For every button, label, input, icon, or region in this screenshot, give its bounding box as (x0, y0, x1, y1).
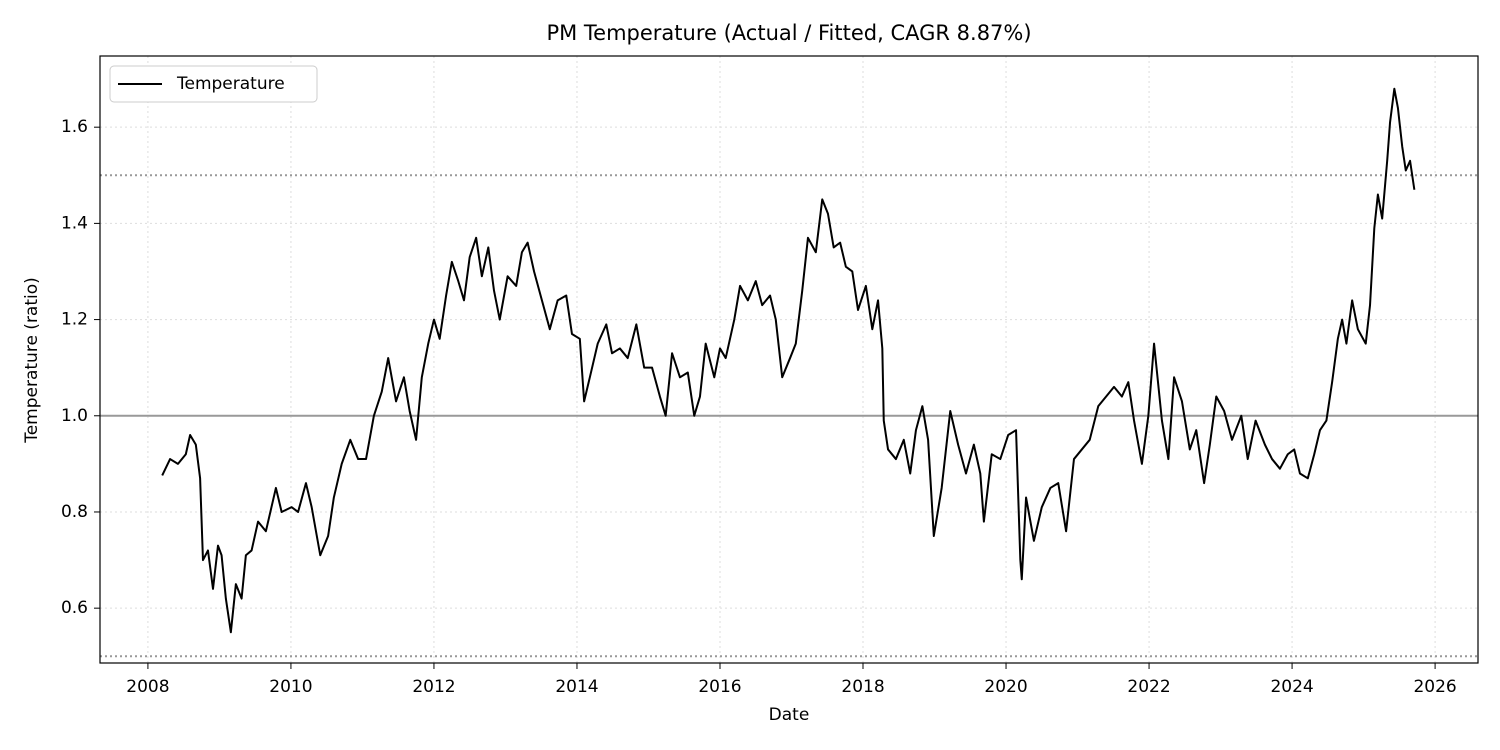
y-tick-label: 1.2 (61, 310, 88, 330)
chart-title: PM Temperature (Actual / Fitted, CAGR 8.… (546, 21, 1031, 45)
y-tick-label: 1.6 (61, 117, 88, 137)
y-tick-label: 1.4 (61, 213, 88, 233)
x-tick-label: 2022 (1127, 677, 1170, 697)
x-tick-label: 2012 (412, 677, 455, 697)
legend-box (109, 65, 318, 103)
x-tick-label: 2024 (1270, 677, 1313, 697)
x-tick-label: 2014 (555, 677, 598, 697)
x-tick-label: 2008 (126, 677, 169, 697)
legend-label: Temperature (176, 74, 285, 94)
x-tick-label: 2016 (698, 677, 741, 697)
plot-frame (99, 55, 1479, 664)
x-axis-label: Date (769, 705, 810, 725)
y-axis-label: Temperature (ratio) (22, 277, 42, 444)
x-tick-label: 2018 (841, 677, 884, 697)
x-tick-label: 2020 (984, 677, 1027, 697)
data-line (161, 87, 1416, 634)
y-tick-label: 1.0 (61, 406, 88, 426)
y-tick-label: 0.6 (61, 598, 88, 618)
x-tick-label: 2010 (269, 677, 312, 697)
legend: Temperature (109, 65, 318, 103)
x-tick-label: 2026 (1413, 677, 1456, 697)
y-tick-label: 0.8 (61, 502, 88, 522)
